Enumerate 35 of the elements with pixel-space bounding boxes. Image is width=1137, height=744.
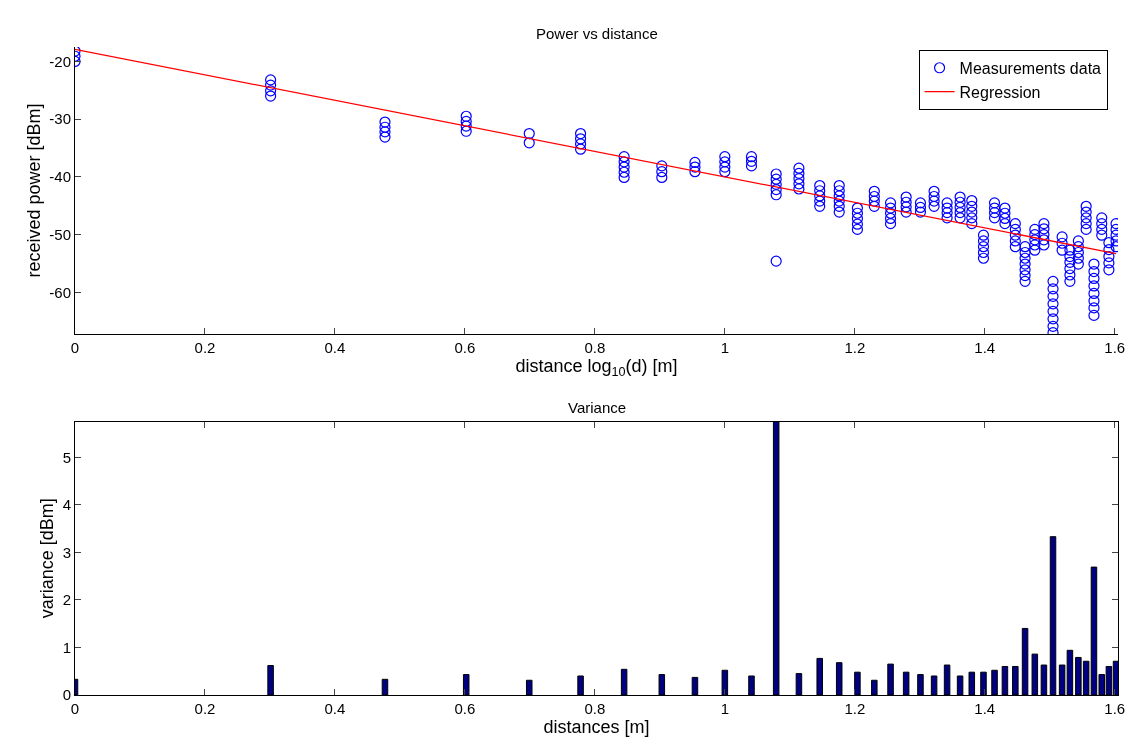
x-axis-title: distance log$_{10}$(d) [m] xyxy=(515,355,678,379)
y-tick-label: 5 xyxy=(62,448,71,466)
y-tick-label: -60 xyxy=(49,283,71,301)
y-tick-label: 0 xyxy=(62,686,71,704)
y-tick-label: 4 xyxy=(62,496,71,514)
x-tick-label: 1.4 xyxy=(974,338,996,356)
y-axis-title: received power [dBm] xyxy=(23,103,44,278)
chart-title: Variance xyxy=(568,399,627,416)
y-tick-label: -40 xyxy=(49,168,71,186)
chart-title: Power vs distance xyxy=(536,25,658,42)
x-tick-label: 0.6 xyxy=(454,700,476,717)
x-tick-label: 1.6 xyxy=(1104,700,1126,717)
y-tick-label: 3 xyxy=(62,543,71,561)
y-tick-label: 1 xyxy=(62,638,71,656)
y-tick-label: -30 xyxy=(49,110,71,128)
x-tick-label: 1.2 xyxy=(844,338,866,356)
y-tick-label: -50 xyxy=(49,225,71,243)
x-tick-label: 0.4 xyxy=(324,338,346,356)
x-tick-label: 0.4 xyxy=(324,700,346,717)
x-tick-label: 0.2 xyxy=(194,700,216,717)
x-tick-label: 0.2 xyxy=(194,338,216,356)
y-tick-label: -20 xyxy=(49,52,71,70)
x-tick-label: 0.8 xyxy=(584,338,606,356)
y-tick-label: 2 xyxy=(62,591,71,609)
x-tick-label: 0.6 xyxy=(454,338,476,356)
x-tick-label: 1.6 xyxy=(1104,338,1126,356)
x-tick-label: 1.2 xyxy=(844,700,866,717)
legend-label: Measurements data xyxy=(959,60,1102,78)
x-tick-label: 1 xyxy=(720,338,730,356)
legend-label: Regression xyxy=(959,83,1041,101)
x-axis-title: distances [m] xyxy=(543,717,650,737)
x-tick-label: 1 xyxy=(720,700,730,717)
y-axis-title: variance [dBm] xyxy=(36,498,57,619)
x-tick-label: 1.4 xyxy=(974,700,996,717)
x-tick-label: 0.8 xyxy=(584,700,606,717)
